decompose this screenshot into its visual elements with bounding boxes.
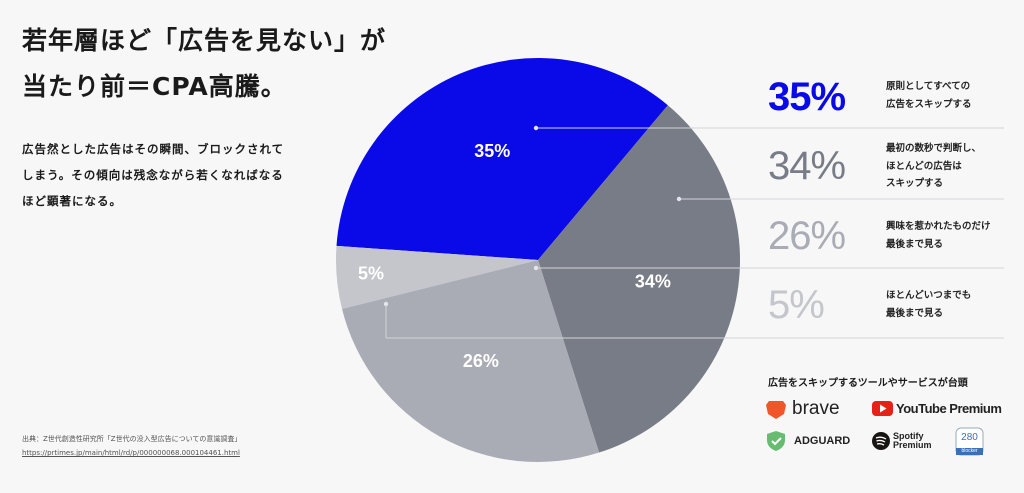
legend-label: 最初の数秒で判断し、 ほとんどの広告は スキップする (886, 143, 982, 189)
connector-line (385, 304, 1004, 339)
legend-label: 興味を惹かれたものだけ 最後まで見る (886, 221, 991, 250)
adguard-check (771, 437, 782, 446)
source: 出典：Z世代創造性研究所「Z世代の没入型広告についての意識調査」 (22, 435, 242, 443)
brave-icon (766, 401, 786, 419)
title: 若年層ほど「広告を見ない」が 当たり前＝CPA高騰。 (22, 26, 387, 101)
youtube-play (880, 404, 887, 413)
legend-label: ほとんどいつまでも 最後まで見る (886, 290, 972, 319)
connector-dot (383, 301, 389, 307)
tools-heading: 広告をスキップするツールやサービスが台頭 (768, 378, 968, 389)
connector-dot (533, 125, 539, 131)
description: 広告然とした広告はその瞬間、ブロックされて しまう。その傾向は残念ながら若くなれ… (22, 142, 285, 208)
pie-slice (336, 245, 538, 309)
tool-brave: brave (792, 398, 840, 419)
legend-value: 34% (768, 144, 846, 188)
tool-adguard: ADGUARD (794, 435, 851, 447)
tool-youtube: YouTube Premium (896, 401, 1002, 416)
pie-slice (538, 105, 740, 453)
legend-value: 5% (768, 283, 825, 327)
source-url[interactable]: https://prtimes.jp/main/html/rd/p/000000… (22, 449, 240, 457)
tool-280: 280 (961, 432, 978, 443)
slice-label: 34% (635, 272, 671, 292)
slice-label: 5% (358, 263, 384, 283)
spotify-waves (875, 436, 887, 446)
adguard-icon (767, 431, 785, 451)
legend-label: 原則としてすべての 広告をスキップする (886, 81, 972, 110)
legend-value: 26% (768, 214, 846, 258)
connector-dot (676, 196, 682, 202)
tool-blocker: blocker (961, 448, 978, 454)
pie-slice (342, 260, 600, 462)
connector-dot (533, 265, 539, 271)
tool-spotify: Spotify Premium (893, 431, 932, 450)
pie-slice (336, 58, 668, 260)
slice-label: 26% (463, 351, 499, 371)
slice-label: 35% (474, 141, 510, 161)
blocker-band (956, 448, 983, 455)
legend-value: 35% (768, 75, 846, 119)
